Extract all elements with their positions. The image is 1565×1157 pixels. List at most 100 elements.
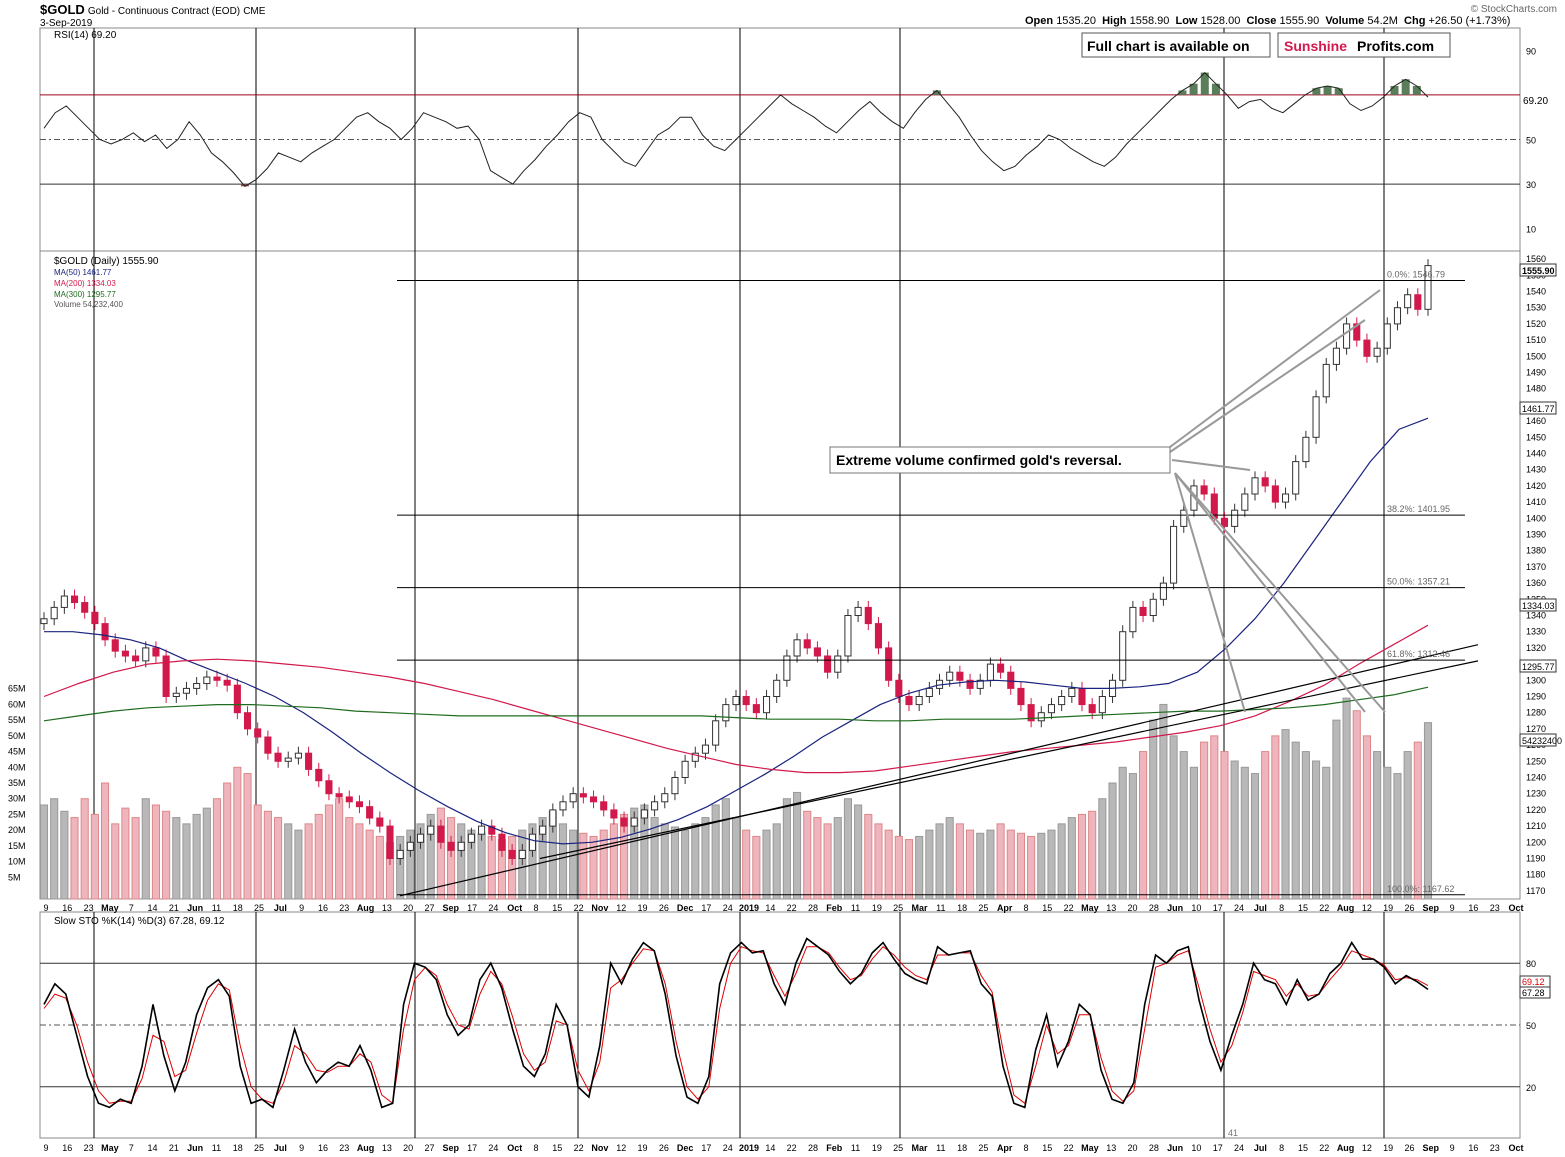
x-axis-label: 19 <box>638 903 648 913</box>
candle-body <box>1007 671 1015 689</box>
volume-bar <box>904 839 914 900</box>
x-axis-label: 22 <box>574 1143 584 1153</box>
volume-bar <box>579 832 588 900</box>
x-axis-label: 20 <box>1128 1143 1138 1153</box>
volume-bar <box>1016 832 1025 900</box>
price-tick-label: 1190 <box>1526 854 1545 864</box>
close-value: 1555.90 <box>1279 15 1320 27</box>
candle-body <box>416 833 425 843</box>
rsi-title: RSI(14) 69.20 <box>54 30 117 41</box>
volume-bar <box>151 804 160 900</box>
price-tick-label: 1480 <box>1526 384 1546 394</box>
candle-body <box>539 825 547 835</box>
price-tick-label: 1380 <box>1526 546 1546 556</box>
volume-bar <box>1098 798 1107 900</box>
x-axis-label: 26 <box>659 1143 669 1153</box>
x-axis-label: 7 <box>129 903 134 913</box>
x-axis-label: Feb <box>826 1143 843 1153</box>
x-axis-label: 22 <box>1064 903 1074 913</box>
x-axis-label: 11 <box>212 1143 221 1153</box>
x-axis-label: 10 <box>1191 903 1201 913</box>
candle-body <box>549 809 557 827</box>
rsi-tick-label: 90 <box>1526 46 1536 56</box>
candle-body <box>81 602 89 613</box>
trend-line <box>539 660 1479 860</box>
volume-bar <box>1291 741 1300 900</box>
candle-body <box>895 679 903 697</box>
candle-body <box>152 647 160 657</box>
fibonacci-label: 61.8%: 1312.46 <box>1387 649 1450 659</box>
source-banner: Full chart is available on Sunshine Prof… <box>1081 32 1451 58</box>
x-axis-label: 12 <box>616 903 626 913</box>
candle-body <box>1261 477 1269 487</box>
exchange: CME <box>243 6 266 17</box>
volume-bar <box>711 804 720 900</box>
banner-brand-black: Profits.com <box>1357 38 1434 54</box>
volume-bar <box>172 817 181 900</box>
candle-body <box>518 849 526 860</box>
candle-body <box>722 704 730 722</box>
x-axis-label: 12 <box>1362 903 1372 913</box>
x-axis-label: Nov <box>591 903 608 913</box>
x-axis-label: 11 <box>851 1143 860 1153</box>
x-axis-label: 17 <box>1213 903 1223 913</box>
x-axis-label: 22 <box>1319 903 1329 913</box>
candle-body <box>457 841 465 851</box>
volume-bar <box>121 807 130 900</box>
x-axis-label: Mar <box>911 1143 928 1153</box>
x-axis-label: 13 <box>1106 903 1116 913</box>
volume-bar <box>39 804 49 900</box>
volume-bar <box>243 773 252 900</box>
rsi-tick-label: 10 <box>1526 225 1536 235</box>
candle-body <box>864 606 872 625</box>
x-axis-label: 14 <box>148 1143 158 1153</box>
candle-body <box>498 833 506 851</box>
x-axis-label: Oct <box>507 903 522 913</box>
x-axis-label: 17 <box>701 903 711 913</box>
volume-bar <box>976 832 985 900</box>
annotation-pointer <box>1174 472 1386 713</box>
x-axis-label: Apr <box>997 1143 1013 1153</box>
volume-tick-label: 20M <box>8 825 26 835</box>
legend-gold: $GOLD (Daily) 1555.90 <box>54 256 159 267</box>
annotation-pointer <box>1171 459 1251 471</box>
x-axis-label: 28 <box>808 1143 818 1153</box>
volume-bar <box>1067 817 1076 900</box>
chart-date: 3-Sep-2019 <box>40 18 93 29</box>
volume-bar <box>874 823 883 900</box>
stoch-tick-label: 50 <box>1526 1021 1536 1031</box>
x-axis-label: 10 <box>1191 1143 1201 1153</box>
x-axis-label: 21 <box>169 903 179 913</box>
x-axis-label: Jul <box>274 1143 287 1153</box>
candle-body <box>223 679 231 686</box>
volume-bar <box>1301 751 1310 900</box>
candle-body <box>1373 347 1381 357</box>
x-axis-label: 18 <box>957 1143 967 1153</box>
candle-body <box>508 849 516 860</box>
x-axis-label: 22 <box>1319 1143 1329 1153</box>
x-axis-label: 7 <box>129 1143 134 1153</box>
price-tick-label: 1440 <box>1526 449 1546 459</box>
candle-body <box>132 655 140 662</box>
candle-body <box>712 720 720 746</box>
change-value: +26.50 (+1.73%) <box>1428 15 1511 27</box>
volume-bar <box>1027 835 1036 900</box>
candle-body <box>264 736 272 754</box>
candle-body <box>142 647 150 662</box>
volume-bar <box>1057 823 1066 900</box>
volume-bar <box>314 813 323 900</box>
volume-value: 54.2M <box>1367 15 1398 27</box>
x-axis-label: 19 <box>1383 1143 1393 1153</box>
annotation-pointer <box>1169 319 1366 453</box>
candle-body <box>1302 436 1310 463</box>
x-axis-label: Jul <box>1254 903 1267 913</box>
volume-bar <box>1403 751 1412 900</box>
candle-body <box>925 687 933 698</box>
candle-body <box>651 801 659 811</box>
candle-body <box>1027 704 1035 722</box>
candle-body <box>294 752 302 759</box>
price-tick-label: 1210 <box>1526 821 1546 831</box>
price-tick-label: 1460 <box>1526 416 1546 426</box>
volume-bar <box>141 798 150 900</box>
volume-bar <box>1200 741 1209 900</box>
